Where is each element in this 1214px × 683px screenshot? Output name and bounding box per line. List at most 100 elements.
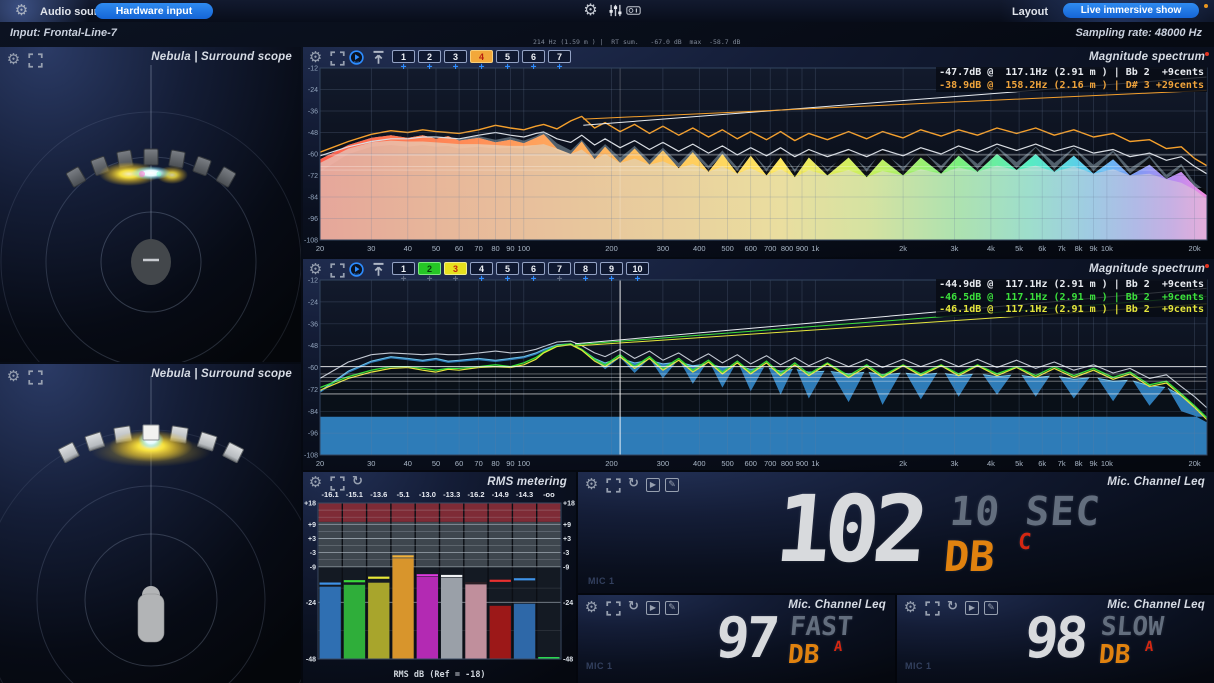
slot-add-button-1[interactable]: + xyxy=(400,274,407,285)
live-icon[interactable] xyxy=(349,262,364,277)
expand-icon[interactable] xyxy=(330,263,345,278)
slot-add-button-5[interactable]: + xyxy=(504,274,511,285)
refresh-icon[interactable]: ↻ xyxy=(352,474,363,489)
svg-text:200: 200 xyxy=(605,244,618,253)
center-speaker xyxy=(142,424,160,441)
gear-icon[interactable]: ⚙ xyxy=(6,367,21,385)
slot-button-4[interactable]: 4 xyxy=(470,262,493,275)
svg-text:1k: 1k xyxy=(811,244,819,253)
magnitude-spectrum-panel-2: -12 -24 -36 -48 -60 -72 -84 -96 -108 20 30 40 50 60 70… xyxy=(303,259,1214,470)
expand-icon[interactable] xyxy=(606,601,621,616)
expand-icon[interactable] xyxy=(28,370,43,385)
slot-add-button-4[interactable]: + xyxy=(478,62,485,73)
refresh-icon[interactable]: ↻ xyxy=(947,599,958,614)
play-icon[interactable]: ▶ xyxy=(965,601,979,615)
edit-icon[interactable]: ✎ xyxy=(665,601,679,615)
svg-text:-24: -24 xyxy=(563,600,573,607)
slot-add-button-7[interactable]: + xyxy=(556,62,563,73)
expand-icon[interactable] xyxy=(28,53,43,68)
audio-source-gear-icon[interactable]: ⚙ xyxy=(14,1,29,19)
slot-add-button-7[interactable]: + xyxy=(556,274,563,285)
gear-icon[interactable]: ⚙ xyxy=(308,473,323,491)
svg-text:900: 900 xyxy=(796,244,809,253)
play-icon[interactable]: ▶ xyxy=(646,478,660,492)
svg-text:300: 300 xyxy=(657,244,670,253)
play-icon[interactable]: ▶ xyxy=(646,601,660,615)
hardware-input-button[interactable]: Hardware input xyxy=(95,3,213,19)
slot-add-button-3[interactable]: + xyxy=(452,274,459,285)
leq-weighting: A xyxy=(833,639,842,655)
settings-gear-icon[interactable]: ⚙ xyxy=(583,0,598,19)
slot-button-6[interactable]: 6 xyxy=(522,50,545,63)
svg-text:5k: 5k xyxy=(1015,459,1023,468)
slot-button-8[interactable]: 8 xyxy=(574,262,597,275)
slot-button-5[interactable]: 5 xyxy=(496,50,519,63)
slot-add-button-8[interactable]: + xyxy=(582,274,589,285)
expand-icon[interactable] xyxy=(606,478,621,493)
slot-add-button-5[interactable]: + xyxy=(504,62,511,73)
refresh-icon[interactable]: ↻ xyxy=(628,599,639,614)
slot-button-1[interactable]: 1 xyxy=(392,50,415,63)
slot-button-3[interactable]: 3 xyxy=(444,262,467,275)
input-label: Input: Frontal-Line-7 xyxy=(10,27,117,39)
raise-icon[interactable] xyxy=(371,262,386,277)
slot-add-button-9[interactable]: + xyxy=(608,274,615,285)
svg-text:2k: 2k xyxy=(899,244,907,253)
svg-text:-3: -3 xyxy=(563,550,569,557)
spectrum-slot-10: 10 + xyxy=(626,262,649,285)
spectrum-slot-1: 1 + xyxy=(392,262,415,285)
slot-button-2[interactable]: 2 xyxy=(418,50,441,63)
slot-add-button-4[interactable]: + xyxy=(478,274,485,285)
slot-add-button-2[interactable]: + xyxy=(426,62,433,73)
layout-label[interactable]: Layout xyxy=(1011,6,1048,18)
slot-button-7[interactable]: 7 xyxy=(548,262,571,275)
slot-add-button-6[interactable]: + xyxy=(530,62,537,73)
slot-add-button-10[interactable]: + xyxy=(634,274,641,285)
expand-icon[interactable] xyxy=(330,476,345,491)
svg-text:900: 900 xyxy=(796,459,809,468)
slot-button-3[interactable]: 3 xyxy=(444,50,467,63)
slot-button-1[interactable]: 1 xyxy=(392,262,415,275)
gear-icon[interactable]: ⚙ xyxy=(584,598,599,616)
gear-icon[interactable]: ⚙ xyxy=(903,598,918,616)
slot-add-button-6[interactable]: + xyxy=(530,274,537,285)
edit-icon[interactable]: ✎ xyxy=(665,478,679,492)
slot-button-4[interactable]: 4 xyxy=(470,50,493,63)
slot-button-6[interactable]: 6 xyxy=(522,262,545,275)
svg-text:3k: 3k xyxy=(950,459,958,468)
slot-button-5[interactable]: 5 xyxy=(496,262,519,275)
slot-button-9[interactable]: 9 xyxy=(600,262,623,275)
slot-button-10[interactable]: 10 xyxy=(626,262,649,275)
refresh-icon[interactable]: ↻ xyxy=(628,476,639,491)
raise-icon[interactable] xyxy=(371,50,386,65)
expand-icon[interactable] xyxy=(330,51,345,66)
slot-add-button-3[interactable]: + xyxy=(452,62,459,73)
slot-button-2[interactable]: 2 xyxy=(418,262,441,275)
io-meter-icon[interactable] xyxy=(626,3,641,18)
slot-add-button-2[interactable]: + xyxy=(426,274,433,285)
gear-icon[interactable]: ⚙ xyxy=(6,50,21,68)
svg-text:-13.0: -13.0 xyxy=(419,490,436,499)
gear-icon[interactable]: ⚙ xyxy=(308,48,323,66)
svg-text:70: 70 xyxy=(474,459,482,468)
surround-scope-display[interactable] xyxy=(0,364,301,683)
panel-title: Mic. Channel Leq xyxy=(788,599,886,611)
expand-icon[interactable] xyxy=(925,601,940,616)
slot-add-button-1[interactable]: + xyxy=(400,62,407,73)
edit-icon[interactable]: ✎ xyxy=(984,601,998,615)
leq-mode: 10 SEC xyxy=(947,489,1103,535)
svg-text:500: 500 xyxy=(721,244,734,253)
spectrum-slot-9: 9 + xyxy=(600,262,623,285)
live-immersive-show-button[interactable]: Live immersive show xyxy=(1063,3,1199,18)
slot-button-7[interactable]: 7 xyxy=(548,50,571,63)
svg-text:600: 600 xyxy=(744,459,757,468)
gear-icon[interactable]: ⚙ xyxy=(308,260,323,278)
panel-title: Nebula | Surround scope xyxy=(151,368,292,380)
gear-icon[interactable]: ⚙ xyxy=(584,475,599,493)
live-icon[interactable] xyxy=(349,50,364,65)
sliders-icon[interactable] xyxy=(608,3,623,18)
spectrum-slot-5: 5 + xyxy=(496,262,519,285)
surround-scope-display[interactable] xyxy=(0,47,301,362)
svg-text:-15.1: -15.1 xyxy=(346,490,363,499)
